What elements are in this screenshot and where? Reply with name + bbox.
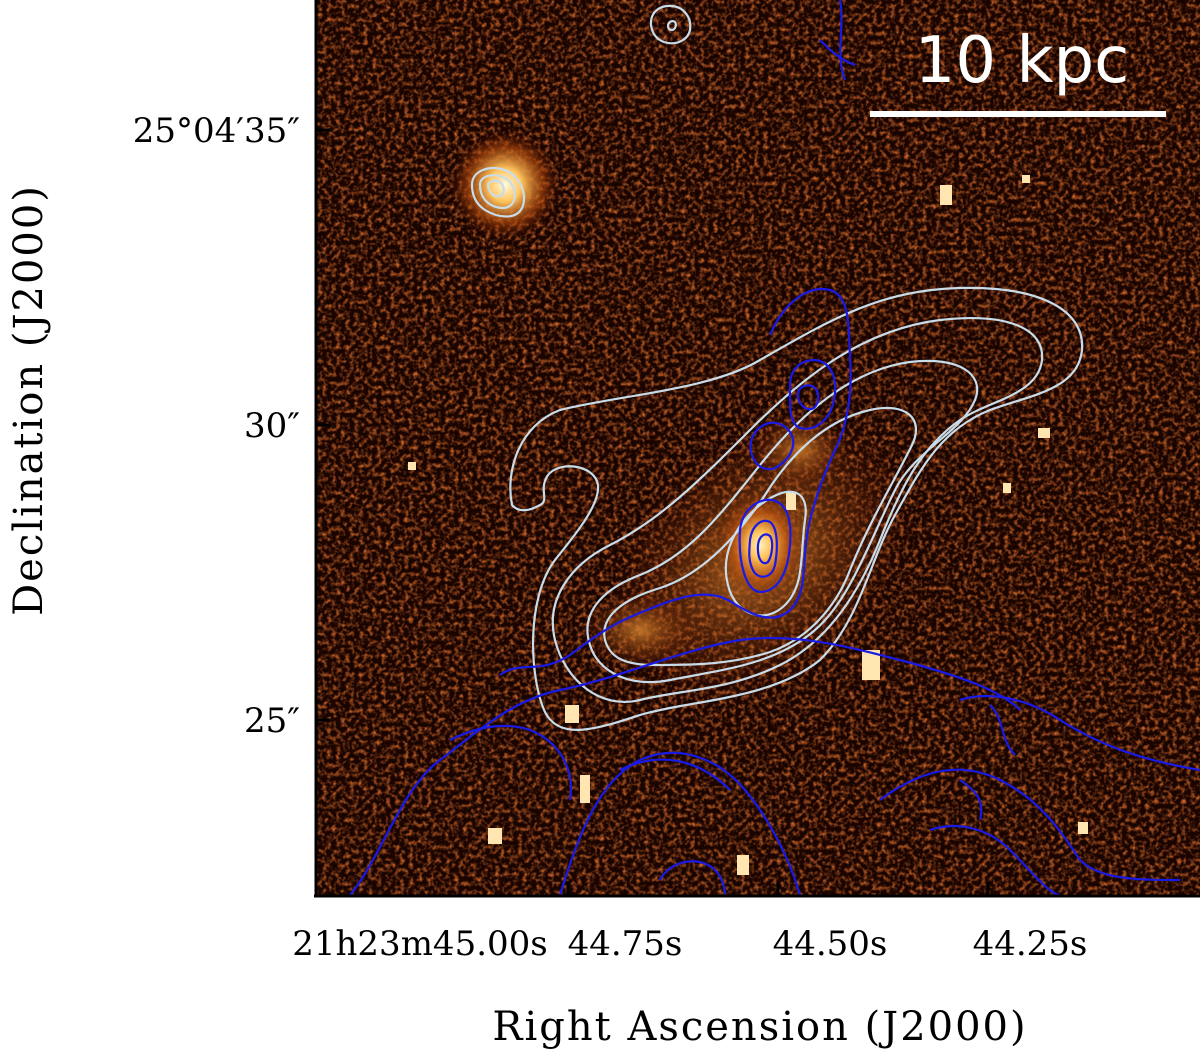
radio-contours bbox=[470, 4, 1084, 731]
dec-tick-label: 25°04′35″ bbox=[133, 111, 300, 151]
x-axis-title: Right Ascension (J2000) bbox=[492, 1004, 1027, 1050]
ra-tick-label: 44.25s bbox=[973, 924, 1088, 964]
ra-tick-label: 44.75s bbox=[568, 924, 683, 964]
axes-frame bbox=[314, 0, 1200, 898]
image-panel: 10 kpc bbox=[316, 0, 1200, 895]
xray-contours bbox=[349, 0, 1200, 895]
ra-tick-label: 21h23m45.00s bbox=[292, 924, 547, 964]
point-sources bbox=[408, 175, 1088, 875]
ra-tick-label: 44.50s bbox=[773, 924, 888, 964]
y-axis-title: Declination (J2000) bbox=[6, 184, 52, 616]
scale-bar-label: 10 kpc bbox=[915, 24, 1130, 98]
dec-tick-label: 25″ bbox=[244, 701, 300, 741]
dec-tick-label: 30″ bbox=[244, 406, 300, 446]
